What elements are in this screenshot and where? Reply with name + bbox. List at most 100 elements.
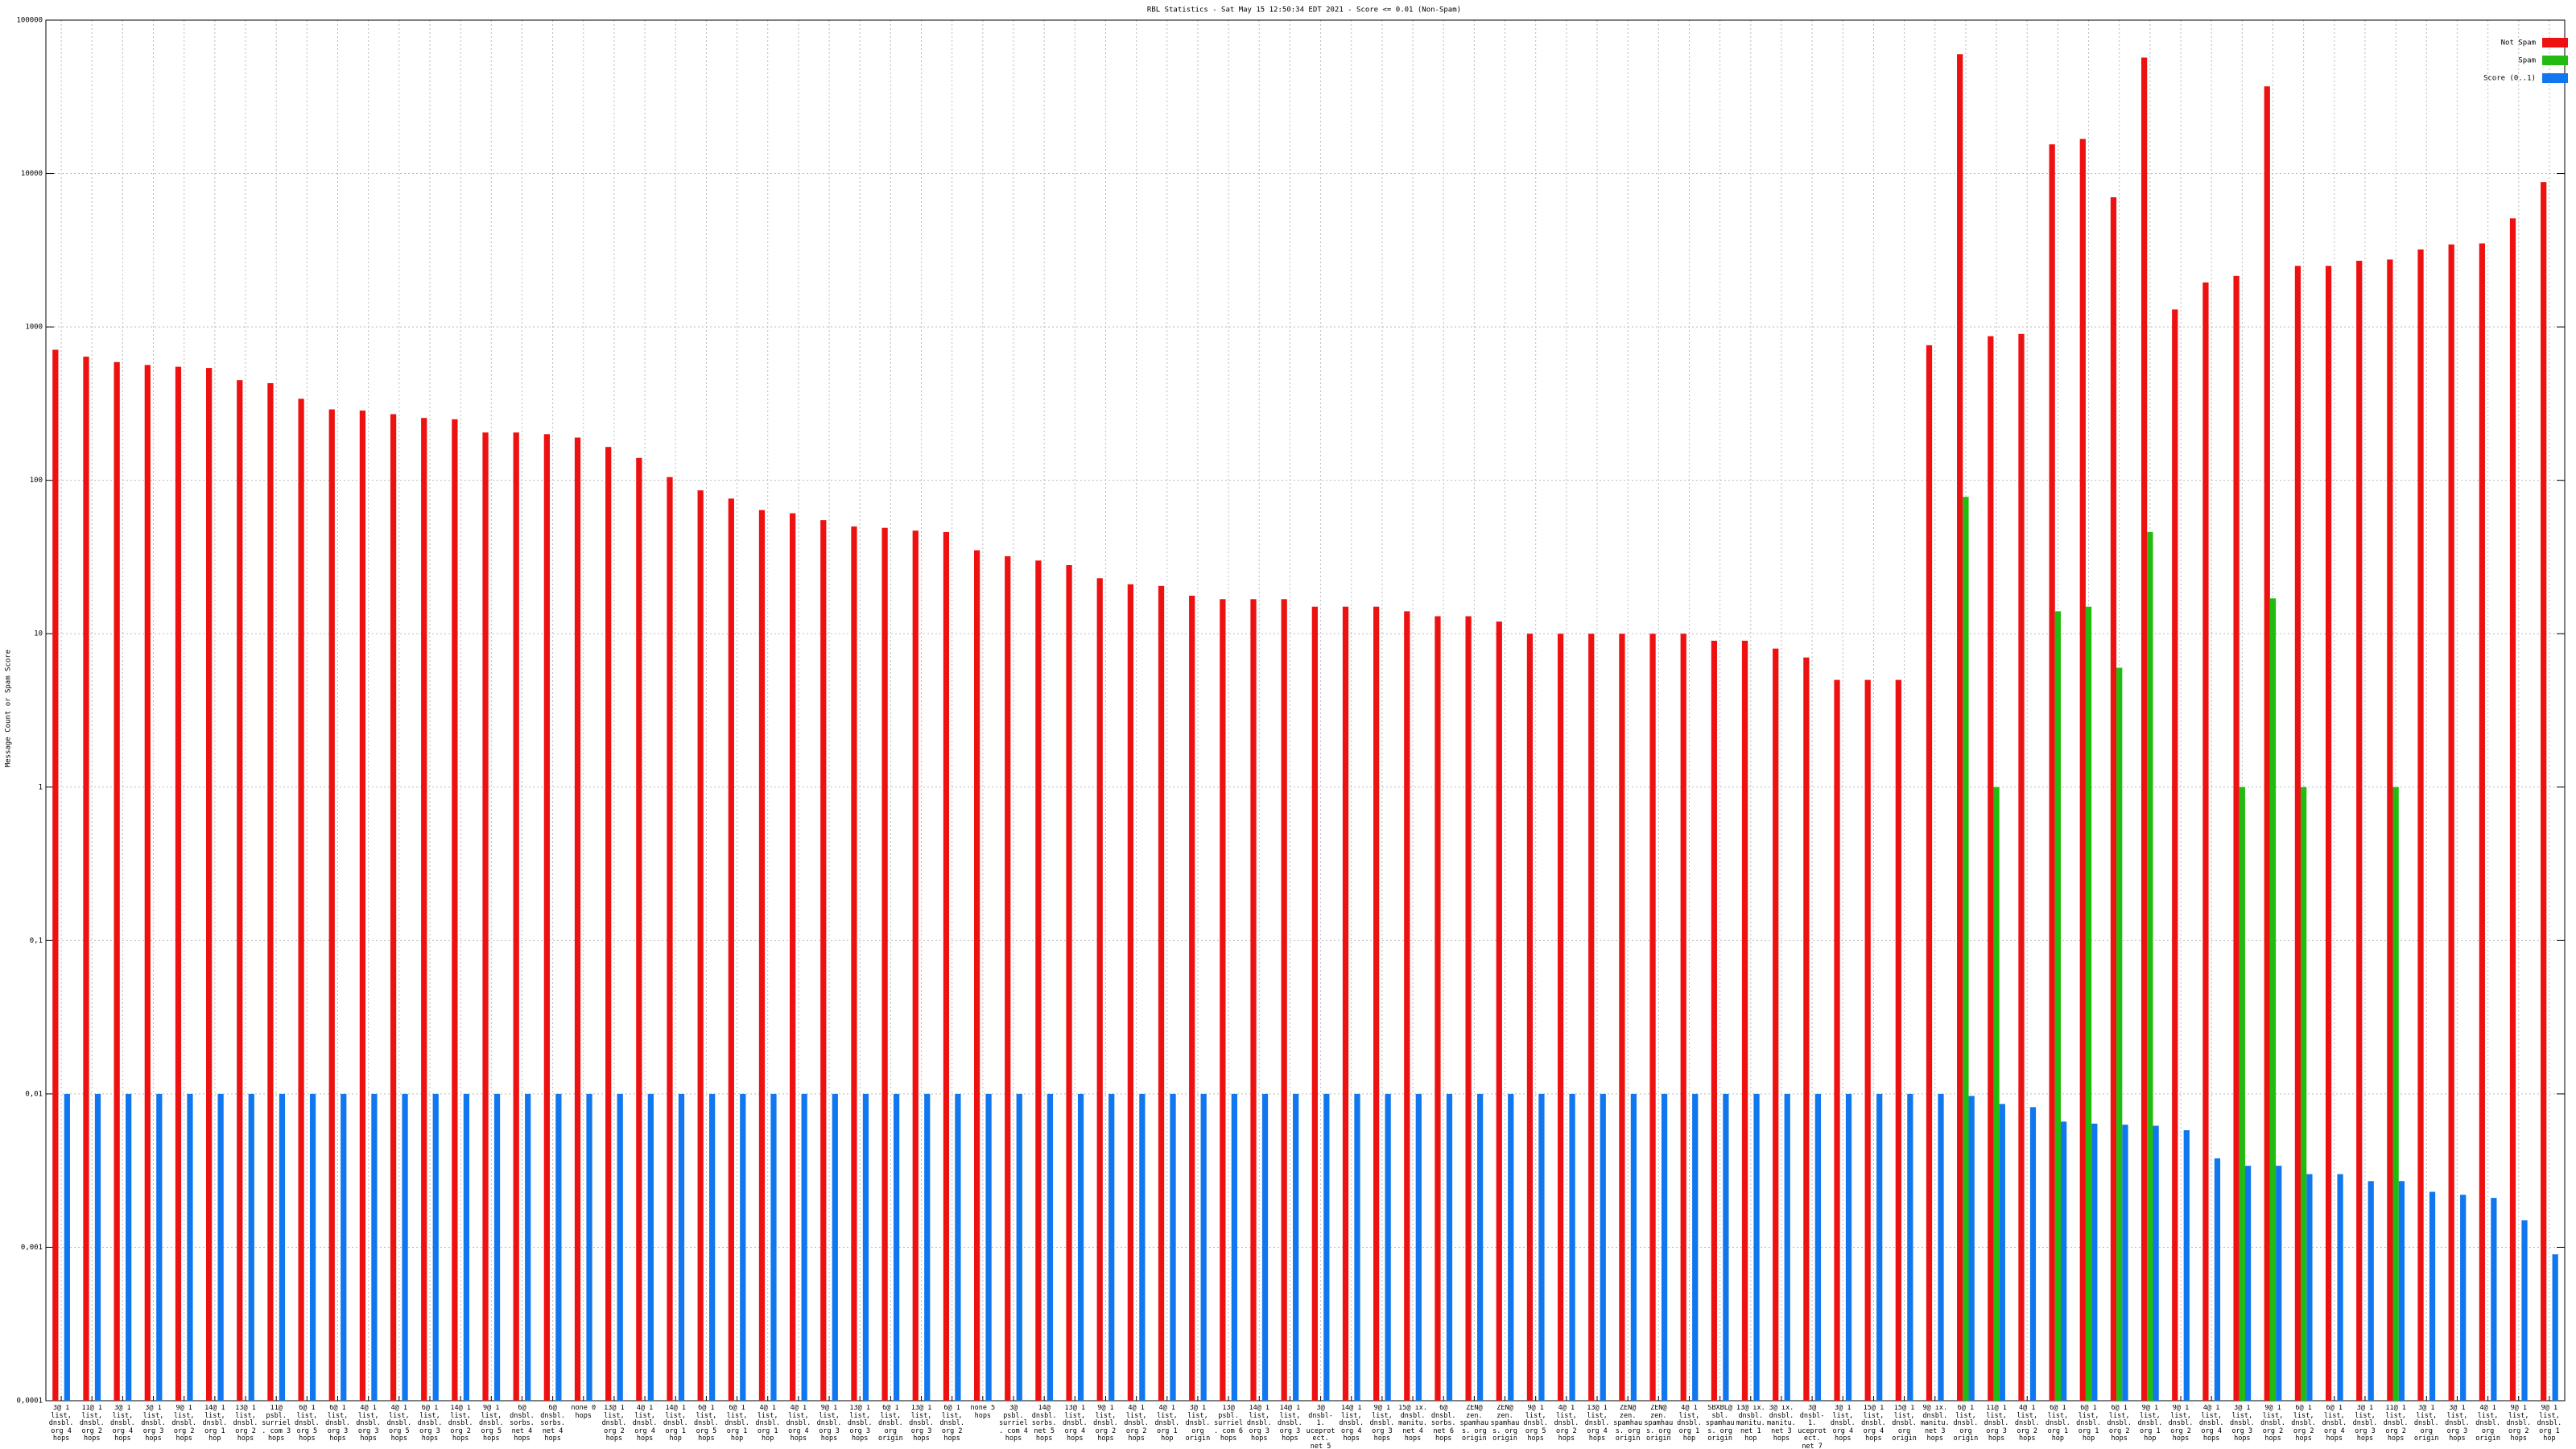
bar (64, 1093, 70, 1401)
bar (1999, 1104, 2005, 1401)
bar (2091, 1123, 2098, 1401)
x-tick-label: ZEN@ zen. spamhaus. org origin (1613, 1405, 1643, 1443)
bar (1753, 1093, 1760, 1401)
x-tick-label: 6@ dnsbl. sorbs. net 4 hops (510, 1405, 535, 1443)
y-tick-label: 100000 (16, 17, 43, 25)
x-tick-label: 13@ 1 list, dnsbl. org 2 hops (601, 1405, 627, 1443)
x-tick-label: 3@ 1 list, dnsbl. org 3 hops (2352, 1405, 2378, 1443)
bar (452, 419, 458, 1402)
bar (1342, 606, 1349, 1401)
bar (1293, 1093, 1299, 1401)
bar (2301, 786, 2307, 1401)
bar (678, 1093, 685, 1401)
bar (1385, 1093, 1391, 1401)
bar (2509, 218, 2516, 1402)
bar (2429, 1191, 2436, 1401)
bar (2460, 1195, 2467, 1401)
bar (341, 1093, 347, 1401)
y-tick-label: 0,001 (21, 1244, 43, 1252)
bar (1281, 599, 1287, 1401)
x-tick-label: 9@ 1 list, dnsbl. org 2 hops (2506, 1405, 2532, 1443)
bar (1066, 565, 1072, 1401)
legend-swatch (2542, 38, 2568, 47)
bar (1189, 595, 1195, 1401)
bar (2183, 1129, 2190, 1401)
x-tick-label: 9@ 1 list, dnsbl. org 5 hops (1523, 1405, 1549, 1443)
bar (1993, 786, 2000, 1401)
bar (2356, 260, 2363, 1401)
x-tick-label: 14@ 1 list, dnsbl. org 3 hops (1278, 1405, 1302, 1443)
bar (1373, 606, 1380, 1401)
bar (1711, 640, 1718, 1401)
bar (421, 418, 427, 1401)
bar (1446, 1093, 1453, 1401)
bar (636, 457, 642, 1401)
bar (1046, 1093, 1054, 1401)
bar (1649, 634, 1656, 1401)
bar (267, 382, 274, 1402)
x-tick-label: 3@ 1 list, dnsbl. org 4 hops (48, 1405, 74, 1443)
bar (94, 1093, 101, 1401)
y-axis-label: Message Count or Spam Score (5, 650, 13, 767)
bar (1938, 1093, 1944, 1401)
bar (1864, 679, 1871, 1401)
bar (801, 1093, 807, 1401)
bar (432, 1093, 439, 1401)
legend-label: Score (0..1) (2483, 75, 2536, 83)
legend-label: Spam (2518, 57, 2536, 65)
bar (1741, 640, 1748, 1401)
bar (893, 1093, 900, 1401)
bar (175, 366, 182, 1402)
bar (298, 398, 304, 1402)
x-tick-label: 13@ 1 list, dnsbl. org 4 hops (1062, 1405, 1088, 1443)
x-tick-label: 3@ 1 list, dnsbl. org origin (1185, 1405, 1211, 1443)
x-tick-label: 6@ 1 list, dnsbl. org 5 hops (294, 1405, 320, 1443)
x-tick-label: 9@ 1 list, dnsbl. org 2 hops (171, 1405, 197, 1443)
x-tick-label: 13@ 1 list, dnsbl. org 2 hops (233, 1405, 258, 1443)
bar (1127, 584, 1134, 1401)
y-tick-label: 0,0001 (16, 1397, 43, 1406)
x-tick-label: 3@ ix. dnsbl. manitu. net 3 hops (1767, 1405, 1796, 1443)
bar (1508, 1093, 1514, 1401)
bar (205, 368, 213, 1401)
bar (2541, 182, 2547, 1402)
x-tick-label: 4@ 1 list, dnsbl. org 4 hops (632, 1405, 658, 1443)
x-tick-label: 11@ psbl. surriel. com 3 hops (262, 1405, 291, 1443)
bar (2239, 786, 2245, 1401)
bar (402, 1093, 408, 1401)
x-tick-label: 9@ 1 list, dnsbl. org 2 hops (2168, 1405, 2194, 1443)
bar (1895, 679, 1901, 1401)
bar (1538, 1093, 1545, 1401)
bar (248, 1093, 254, 1401)
bar (217, 1093, 224, 1401)
bar (1773, 648, 1779, 1401)
x-tick-label: ZEN@ zen. spamhaus. org origin (1490, 1405, 1520, 1443)
bar (820, 520, 827, 1401)
x-tick-label: 4@ 1 list, dnsbl. org 2 hops (2014, 1405, 2040, 1443)
x-tick-label: 6@ 1 list, dnsbl. org 2 hops (2107, 1405, 2132, 1443)
x-tick-label: 11@ 1 list, dnsbl. org 3 hops (1984, 1405, 2009, 1443)
bar (1465, 616, 1472, 1401)
bar (1108, 1093, 1115, 1401)
x-tick-label: 3@ 1 list, dnsbl. org 4 hops (1830, 1405, 1856, 1443)
bar (2276, 1166, 2282, 1401)
x-tick-label: 14@ 1 list, dnsbl. org 1 hop (202, 1405, 228, 1443)
x-tick-label: 9@ 1 list, dnsbl. org 3 hops (1369, 1405, 1395, 1443)
bar (1261, 1093, 1269, 1401)
bar (2244, 1166, 2252, 1401)
bar (1845, 1093, 1852, 1401)
bar (1496, 621, 1502, 1401)
bar (1220, 599, 1226, 1401)
x-tick-label: 6@ 1 list, dnsbl. org origin (1953, 1405, 1979, 1443)
bar (2147, 531, 2153, 1401)
bar (390, 414, 397, 1401)
bar (1354, 1093, 1360, 1401)
x-tick-label: 6@ 1 list, dnsbl. org 1 hop (724, 1405, 749, 1443)
x-tick-label: 6@ 1 list, dnsbl. org 5 hops (694, 1405, 719, 1443)
x-tick-label: 4@ 1 list, dnsbl. org 1 hop (1154, 1405, 1180, 1443)
bar (2049, 144, 2055, 1402)
bar (2264, 86, 2270, 1401)
chart-title: RBL Statistics - Sat May 15 12:50:34 EDT… (1147, 6, 1461, 14)
